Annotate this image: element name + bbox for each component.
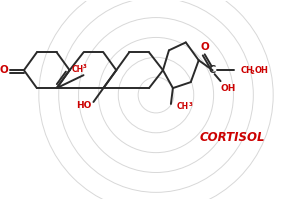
- Text: CORTISOL: CORTISOL: [200, 131, 265, 144]
- Text: OH: OH: [221, 84, 236, 93]
- Text: CH: CH: [71, 65, 84, 74]
- Text: O: O: [200, 42, 209, 52]
- Text: 2: 2: [250, 70, 254, 75]
- Text: CH: CH: [240, 66, 254, 75]
- Text: C: C: [209, 65, 216, 75]
- Text: 3: 3: [82, 64, 86, 69]
- Text: HO: HO: [76, 101, 91, 110]
- Text: O: O: [0, 65, 8, 75]
- Text: CH: CH: [177, 102, 189, 111]
- Text: 3: 3: [189, 102, 193, 107]
- Text: OH: OH: [254, 66, 268, 75]
